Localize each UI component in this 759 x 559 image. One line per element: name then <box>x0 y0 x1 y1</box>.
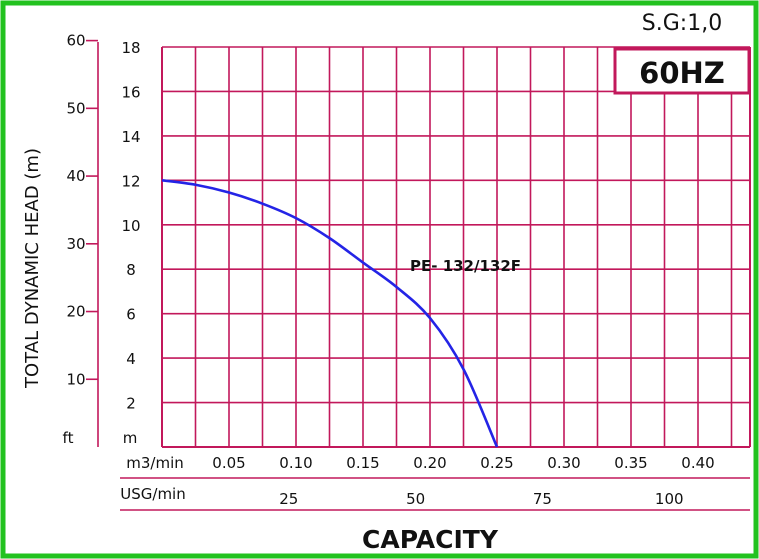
ft-tick-label: 40 <box>66 167 85 185</box>
ft-tick-label: 30 <box>66 235 85 253</box>
m-tick-label: 10 <box>121 217 140 235</box>
sg-label: S.G:1,0 <box>642 11 722 36</box>
m3min-tick-label: 0.20 <box>413 454 446 472</box>
m-tick-label: 12 <box>121 172 140 190</box>
unit-usgmin-label: USG/min <box>120 485 185 503</box>
m3min-tick-label: 0.15 <box>346 454 379 472</box>
grid-layer <box>120 46 751 511</box>
performance-curve <box>161 179 499 448</box>
m-tick-label: 2 <box>126 395 136 413</box>
unit-m3min-label: m3/min <box>126 454 184 472</box>
m3min-tick-label: 0.35 <box>614 454 647 472</box>
ft-tick-label: 60 <box>66 32 85 50</box>
hz-label: 60HZ <box>639 56 725 90</box>
unit-m-label: m <box>123 429 138 447</box>
m-tick-label: 14 <box>121 128 140 146</box>
y-axis-title: TOTAL DYNAMIC HEAD (m) <box>22 148 43 389</box>
m3min-tick-label: 0.30 <box>547 454 580 472</box>
m-tick-label: 18 <box>121 39 140 57</box>
usgmin-tick-label: 25 <box>279 490 298 508</box>
usgmin-tick-label: 75 <box>533 490 552 508</box>
ft-tick-label: 50 <box>66 99 85 117</box>
m3min-tick-label: 0.05 <box>212 454 245 472</box>
x-axis-title: CAPACITY <box>362 525 499 554</box>
m-tick-label: 16 <box>121 83 140 101</box>
m-tick-label: 8 <box>126 261 136 279</box>
unit-ft-label: ft <box>63 429 74 447</box>
m-tick-label: 4 <box>126 350 136 368</box>
m3min-tick-label: 0.10 <box>279 454 312 472</box>
m-tick-label: 6 <box>126 306 136 324</box>
tick-labels: 10 20 30 40 50 60 2 4 6 8 10 12 14 16 18 0.05 0.10 0.15 0.… <box>66 32 714 508</box>
series-label: PE- 132/132F <box>410 257 521 275</box>
hz-box <box>613 47 751 95</box>
m3min-tick-label: 0.25 <box>480 454 513 472</box>
usgmin-tick-label: 50 <box>406 490 425 508</box>
ft-axis <box>86 39 99 447</box>
m3min-tick-label: 0.40 <box>681 454 714 472</box>
usgmin-tick-label: 100 <box>655 490 684 508</box>
ft-tick-label: 10 <box>66 370 85 388</box>
curve-layer: PE- 132/132F <box>161 179 521 448</box>
ft-tick-label: 20 <box>66 303 85 321</box>
